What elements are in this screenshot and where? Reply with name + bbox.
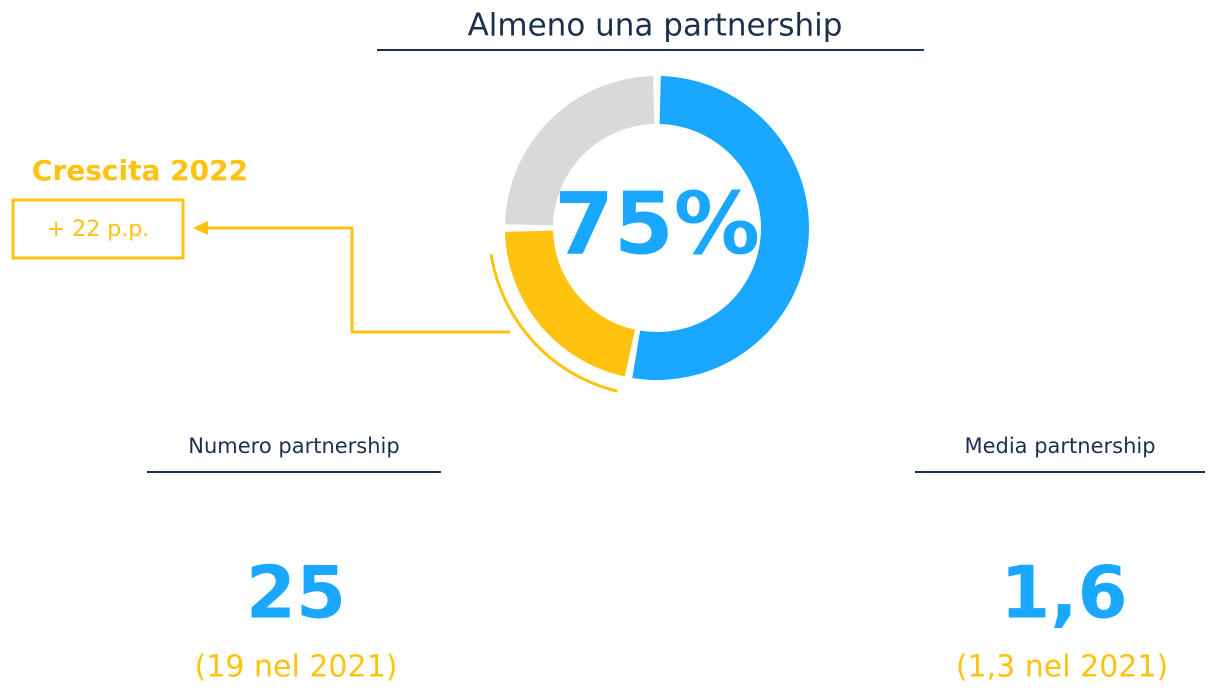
growth-label: + 22 p.p. <box>47 217 149 242</box>
growth-outline-arc <box>489 254 618 393</box>
donut-base <box>632 76 810 381</box>
arrow-head <box>193 221 208 235</box>
stat-title: Numero partnership <box>188 434 399 458</box>
donut-growth <box>505 230 635 377</box>
donut-value: 75% <box>554 174 760 274</box>
stat-note: (1,3 nel 2021) <box>956 650 1168 685</box>
chart-title: Almeno una partnership <box>468 8 843 44</box>
donut-rest <box>505 76 655 226</box>
stat-value: 25 <box>246 551 346 635</box>
stat-note: (19 nel 2021) <box>195 650 398 685</box>
growth-title: Crescita 2022 <box>32 154 248 187</box>
stat-value: 1,6 <box>1000 551 1128 635</box>
connector <box>205 226 510 334</box>
stat-title: Media partnership <box>964 434 1155 458</box>
growth-box <box>11 198 185 260</box>
